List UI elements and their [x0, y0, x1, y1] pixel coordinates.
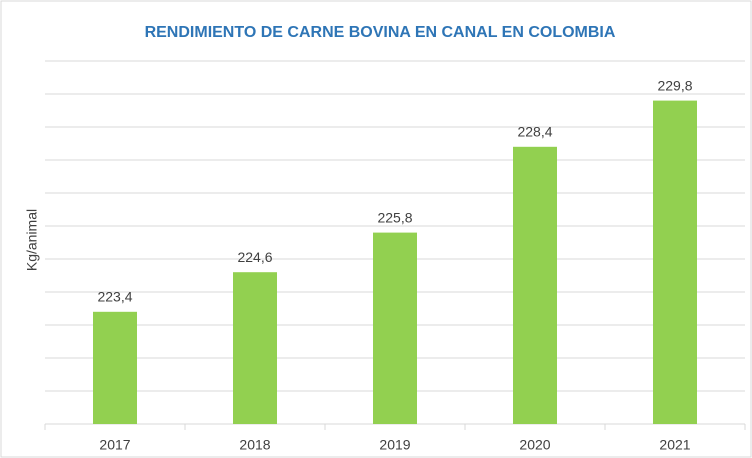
- bar: [233, 272, 277, 424]
- bar: [373, 232, 417, 424]
- x-tick-label: 2020: [519, 437, 550, 453]
- bar: [653, 100, 697, 424]
- x-tick-label: 2021: [659, 437, 690, 453]
- data-label: 225,8: [377, 209, 412, 225]
- data-label: 228,4: [517, 124, 552, 140]
- bar: [93, 311, 137, 424]
- chart-title: RENDIMIENTO DE CARNE BOVINA EN CANAL EN …: [145, 24, 616, 41]
- data-label: 224,6: [237, 249, 272, 265]
- y-axis-label: Kg/animal: [24, 209, 40, 271]
- x-tick-label: 2017: [99, 437, 130, 453]
- data-label: 223,4: [97, 289, 132, 305]
- data-label: 229,8: [657, 77, 692, 93]
- x-tick-label: 2018: [239, 437, 270, 453]
- bar: [513, 146, 557, 425]
- x-tick-label: 2019: [379, 437, 410, 453]
